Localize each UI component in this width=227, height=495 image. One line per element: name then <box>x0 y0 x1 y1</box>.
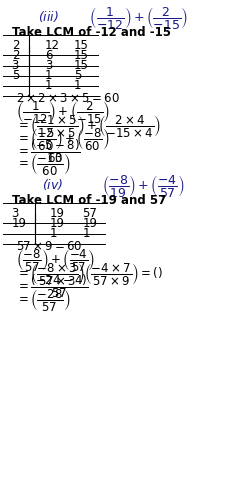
Text: 1: 1 <box>74 80 81 93</box>
Text: $= \left(\dfrac{-8 \times 3}{57 \times 3}\right) \left(\dfrac{-4 \times 7}{57 \t: $= \left(\dfrac{-8 \times 3}{57 \times 3… <box>16 260 163 287</box>
Text: 1: 1 <box>82 227 90 240</box>
Text: 1: 1 <box>45 69 52 82</box>
Text: 3: 3 <box>12 59 19 72</box>
Text: $\left(\dfrac{-8}{57}\right) + \left(\dfrac{-4}{57}\right)$: $\left(\dfrac{-8}{57}\right) + \left(\df… <box>16 247 95 273</box>
Text: $= \dfrac{(-24 - 4)}{57}$: $= \dfrac{(-24 - 4)}{57}$ <box>16 272 88 300</box>
Text: 6: 6 <box>45 49 52 62</box>
Text: Take LCM of -19 and 57: Take LCM of -19 and 57 <box>12 194 166 207</box>
Text: $= \left(\dfrac{-5}{60}\right) + \left(\dfrac{-8}{60}\right)$: $= \left(\dfrac{-5}{60}\right) + \left(\… <box>16 126 110 152</box>
Text: Take LCM of -12 and -15: Take LCM of -12 and -15 <box>12 26 171 40</box>
Text: 19: 19 <box>49 207 64 220</box>
Text: $\left(\dfrac{1}{-12}\right) + \left(\dfrac{2}{-15}\right)$: $\left(\dfrac{1}{-12}\right) + \left(\df… <box>16 99 110 125</box>
Text: (iv)          $\left(\dfrac{-8}{19}\right) + \left(\dfrac{-4}{57}\right)$: (iv) $\left(\dfrac{-8}{19}\right) + \lef… <box>42 173 185 199</box>
Text: 19: 19 <box>49 217 64 230</box>
Text: 5: 5 <box>12 69 19 82</box>
Text: 1: 1 <box>49 227 57 240</box>
Text: $= \left(\dfrac{-1 \times 5}{12 \times 5}\right) + \left(\dfrac{2 \times 4}{-15 : $= \left(\dfrac{-1 \times 5}{12 \times 5… <box>16 113 161 139</box>
Text: 2: 2 <box>12 39 19 51</box>
Text: 5: 5 <box>74 69 81 82</box>
Text: 15: 15 <box>74 59 89 72</box>
Text: 12: 12 <box>45 39 60 51</box>
Text: 3: 3 <box>12 207 19 220</box>
Text: 2: 2 <box>12 49 19 62</box>
Text: (iii)        $\left(\dfrac{1}{-12}\right) + \left(\dfrac{2}{-15}\right)$: (iii) $\left(\dfrac{1}{-12}\right) + \le… <box>38 5 189 31</box>
Text: 15: 15 <box>74 49 89 62</box>
Text: 19: 19 <box>82 217 98 230</box>
Text: 57: 57 <box>82 207 97 220</box>
Text: 15: 15 <box>74 39 89 51</box>
Text: 1: 1 <box>45 80 52 93</box>
Text: $57 \times 9 = 60$: $57 \times 9 = 60$ <box>16 240 83 253</box>
Text: $2 \times 2 \times 3 \times 5 = 60$: $2 \times 2 \times 3 \times 5 = 60$ <box>16 92 120 105</box>
Text: 19: 19 <box>12 217 27 230</box>
Text: $= \left(\dfrac{-28}{57}\right)$: $= \left(\dfrac{-28}{57}\right)$ <box>16 287 71 313</box>
Text: $= \left(\dfrac{-13}{60}\right)$: $= \left(\dfrac{-13}{60}\right)$ <box>16 150 71 177</box>
Text: $= \dfrac{(-5-8)}{60}$: $= \dfrac{(-5-8)}{60}$ <box>16 137 81 165</box>
Text: 3: 3 <box>45 59 52 72</box>
